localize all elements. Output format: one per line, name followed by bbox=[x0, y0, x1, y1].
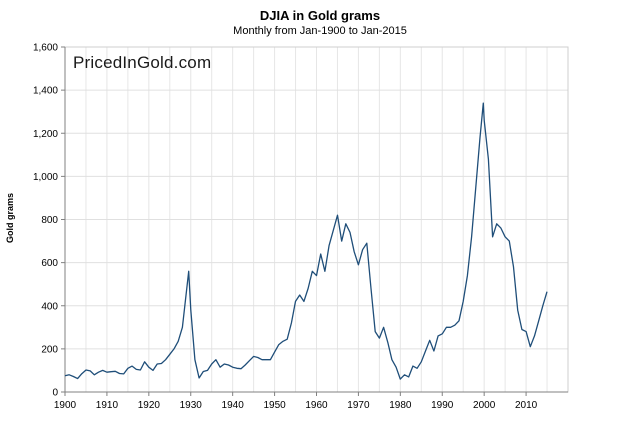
x-tick-label: 1950 bbox=[263, 400, 286, 411]
chart-title: DJIA in Gold grams bbox=[259, 8, 381, 23]
x-tick-label: 2000 bbox=[473, 400, 496, 411]
x-tick-label: 1910 bbox=[96, 400, 119, 411]
x-tick-label: 1940 bbox=[222, 400, 245, 411]
tick-layer: 1900 1910 1920 1930 1940 1950 1960 1970 1980 1990… bbox=[33, 43, 538, 412]
y-tick-label: 1,600 bbox=[33, 43, 58, 54]
y-tick-label: 0 bbox=[52, 388, 58, 399]
axis-layer bbox=[61, 46, 568, 396]
watermark-logo: PricedInGold.com bbox=[73, 53, 212, 72]
x-tick-label: 1960 bbox=[305, 400, 328, 411]
x-tick-label: 1930 bbox=[180, 400, 203, 411]
series-layer bbox=[64, 102, 548, 380]
grid-layer bbox=[64, 46, 569, 393]
series-line bbox=[64, 102, 548, 380]
x-tick-label: 1920 bbox=[138, 400, 161, 411]
x-tick-label: 1980 bbox=[389, 400, 412, 411]
y-tick-label: 600 bbox=[41, 258, 58, 269]
x-tick-label: 2010 bbox=[515, 400, 538, 411]
x-tick-label: 1990 bbox=[431, 400, 454, 411]
x-tick-label: 1900 bbox=[54, 400, 77, 411]
chart-subtitle: Monthly from Jan-1900 to Jan-2015 bbox=[233, 25, 407, 37]
y-tick-label: 1,000 bbox=[33, 172, 58, 183]
y-tick-label: 800 bbox=[41, 215, 58, 226]
y-tick-label: 400 bbox=[41, 301, 58, 312]
y-tick-label: 1,400 bbox=[33, 86, 58, 97]
y-tick-label: 1,200 bbox=[33, 129, 58, 140]
x-tick-label: 1970 bbox=[347, 400, 370, 411]
y-tick-label: 200 bbox=[41, 344, 58, 355]
